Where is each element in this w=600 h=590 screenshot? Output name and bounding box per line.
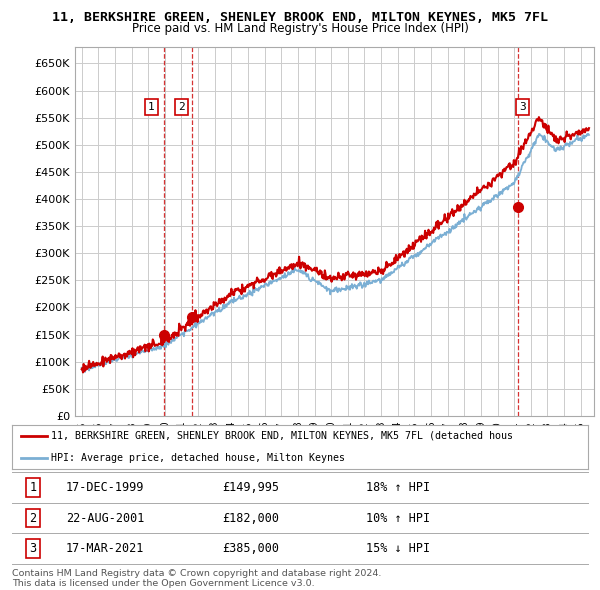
Text: 1: 1 bbox=[29, 481, 37, 494]
Text: £385,000: £385,000 bbox=[222, 542, 279, 555]
Text: £149,995: £149,995 bbox=[222, 481, 279, 494]
Text: Price paid vs. HM Land Registry's House Price Index (HPI): Price paid vs. HM Land Registry's House … bbox=[131, 22, 469, 35]
Text: 22-AUG-2001: 22-AUG-2001 bbox=[66, 512, 145, 525]
Text: £182,000: £182,000 bbox=[222, 512, 279, 525]
Text: 18% ↑ HPI: 18% ↑ HPI bbox=[366, 481, 430, 494]
Text: 15% ↓ HPI: 15% ↓ HPI bbox=[366, 542, 430, 555]
Text: Contains HM Land Registry data © Crown copyright and database right 2024.
This d: Contains HM Land Registry data © Crown c… bbox=[12, 569, 382, 588]
Text: 17-DEC-1999: 17-DEC-1999 bbox=[66, 481, 145, 494]
Text: 2: 2 bbox=[178, 102, 185, 112]
Text: 11, BERKSHIRE GREEN, SHENLEY BROOK END, MILTON KEYNES, MK5 7FL (detached hous: 11, BERKSHIRE GREEN, SHENLEY BROOK END, … bbox=[51, 431, 513, 441]
Text: 11, BERKSHIRE GREEN, SHENLEY BROOK END, MILTON KEYNES, MK5 7FL: 11, BERKSHIRE GREEN, SHENLEY BROOK END, … bbox=[52, 11, 548, 24]
Text: 1: 1 bbox=[148, 102, 155, 112]
Text: 10% ↑ HPI: 10% ↑ HPI bbox=[366, 512, 430, 525]
Text: 3: 3 bbox=[29, 542, 37, 555]
Text: 2: 2 bbox=[29, 512, 37, 525]
Text: HPI: Average price, detached house, Milton Keynes: HPI: Average price, detached house, Milt… bbox=[51, 453, 345, 463]
Text: 3: 3 bbox=[519, 102, 526, 112]
Text: 17-MAR-2021: 17-MAR-2021 bbox=[66, 542, 145, 555]
